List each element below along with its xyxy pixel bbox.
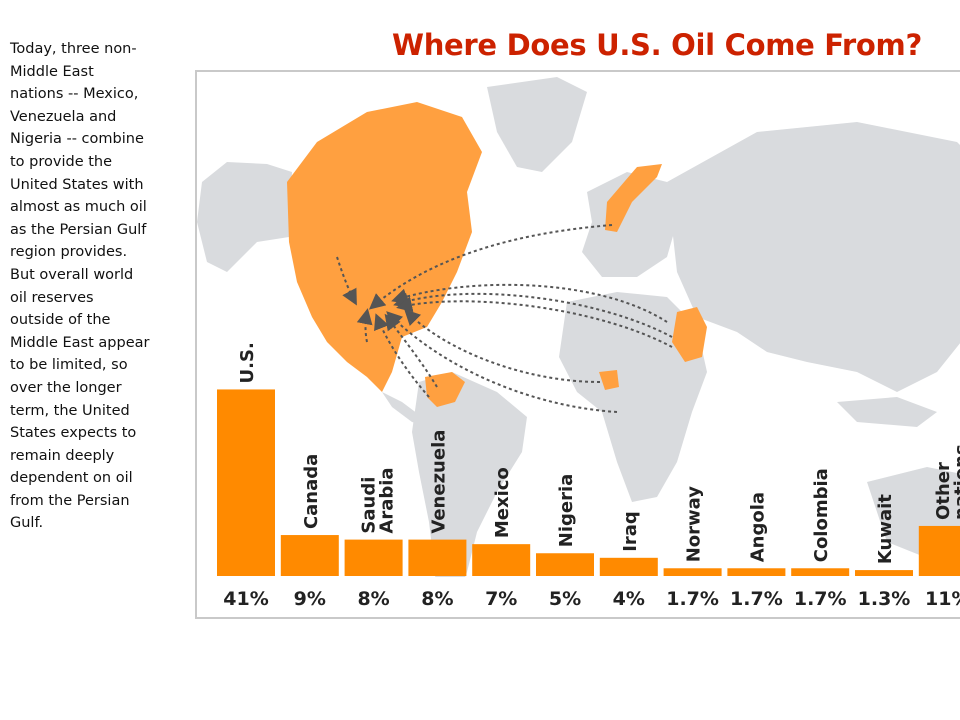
chart-title: Where Does U.S. Oil Come From? xyxy=(392,28,922,62)
arrow-venezuela xyxy=(384,313,438,388)
arrow-colombia xyxy=(374,313,430,398)
indonesia-land xyxy=(837,397,937,427)
bar-angola xyxy=(727,568,786,576)
norway-land xyxy=(605,164,662,232)
arrow-mexico xyxy=(356,308,373,343)
value-label-iraq: 4% xyxy=(613,588,645,610)
persian-gulf-land xyxy=(672,307,707,362)
arrow-kuwait xyxy=(396,296,673,348)
nigeria-land xyxy=(599,370,619,390)
africa-land xyxy=(559,292,707,502)
bar-canada xyxy=(280,535,339,576)
value-label-norway: 1.7% xyxy=(666,588,719,610)
bar-mexico xyxy=(472,544,531,576)
bar-saudi-arabia xyxy=(344,539,403,576)
category-label-venezuela: Venezuela xyxy=(428,430,449,534)
chart-panel: U.S. Canada SaudiArabia Venezuela Mexico Nige… xyxy=(195,70,960,619)
category-labels-group: U.S. Canada SaudiArabia Venezuela Mexico Nige… xyxy=(237,342,960,564)
bar-venezuela xyxy=(408,539,467,576)
venezuela-colombia-land xyxy=(425,372,465,407)
bar-colombia xyxy=(791,568,850,576)
asia-land xyxy=(667,122,960,392)
category-label-iraq: Iraq xyxy=(620,511,641,552)
north-america-land xyxy=(287,102,482,392)
bar-kuwait xyxy=(855,570,913,576)
value-label-angola: 1.7% xyxy=(730,588,783,610)
bars-group xyxy=(217,389,960,576)
arrow-norway xyxy=(368,224,613,310)
bar-iraq xyxy=(599,557,658,576)
category-label-other-nations: Othernations xyxy=(933,444,960,520)
category-label-colombia: Colombia xyxy=(811,468,832,562)
arrow-saudi-arabia xyxy=(391,283,668,323)
arrow-canada xyxy=(336,256,357,306)
category-label-norway: Norway xyxy=(684,486,705,563)
bar-u-s xyxy=(217,389,275,576)
category-label-mexico: Mexico xyxy=(492,467,513,538)
greenland-land xyxy=(487,77,587,172)
alaska-land xyxy=(197,162,292,272)
bar-nigeria xyxy=(536,553,594,576)
category-label-angola: Angola xyxy=(747,492,768,562)
value-label-kuwait: 1.3% xyxy=(858,588,911,610)
world-map xyxy=(197,72,960,617)
category-label-saudi-arabia: SaudiArabia xyxy=(359,467,398,533)
supply-arrows xyxy=(336,224,673,413)
value-label-saudi-arabia: 8% xyxy=(357,588,389,610)
category-label-canada: Canada xyxy=(301,454,322,529)
value-strip xyxy=(197,577,960,617)
value-label-nigeria: 5% xyxy=(549,588,581,610)
category-label-u-s: U.S. xyxy=(237,342,258,383)
value-label-venezuela: 8% xyxy=(421,588,453,610)
europe-land xyxy=(582,172,677,277)
arrow-nigeria xyxy=(404,309,601,383)
value-label-colombia: 1.7% xyxy=(794,588,847,610)
category-label-nigeria: Nigeria xyxy=(556,474,577,548)
value-labels-group: 41% 9% 8% 8% 7% 5% 4% 1.7% 1.7% 1.7% 1.3% 11% xyxy=(223,588,960,610)
value-label-u-s: 41% xyxy=(223,588,268,610)
category-label-kuwait: Kuwait xyxy=(875,494,896,564)
bar-other-nations xyxy=(918,525,960,576)
arrow-angola xyxy=(386,311,618,413)
value-label-mexico: 7% xyxy=(485,588,517,610)
bar-norway xyxy=(663,568,722,576)
arrow-iraq xyxy=(393,292,673,338)
value-label-canada: 9% xyxy=(294,588,326,610)
caption-text: Today, three non-Middle East nations -- … xyxy=(10,41,150,532)
value-label-other-nations: 11% xyxy=(925,588,960,610)
oil-source-chart: U.S. Canada SaudiArabia Venezuela Mexico Nige… xyxy=(197,72,960,617)
